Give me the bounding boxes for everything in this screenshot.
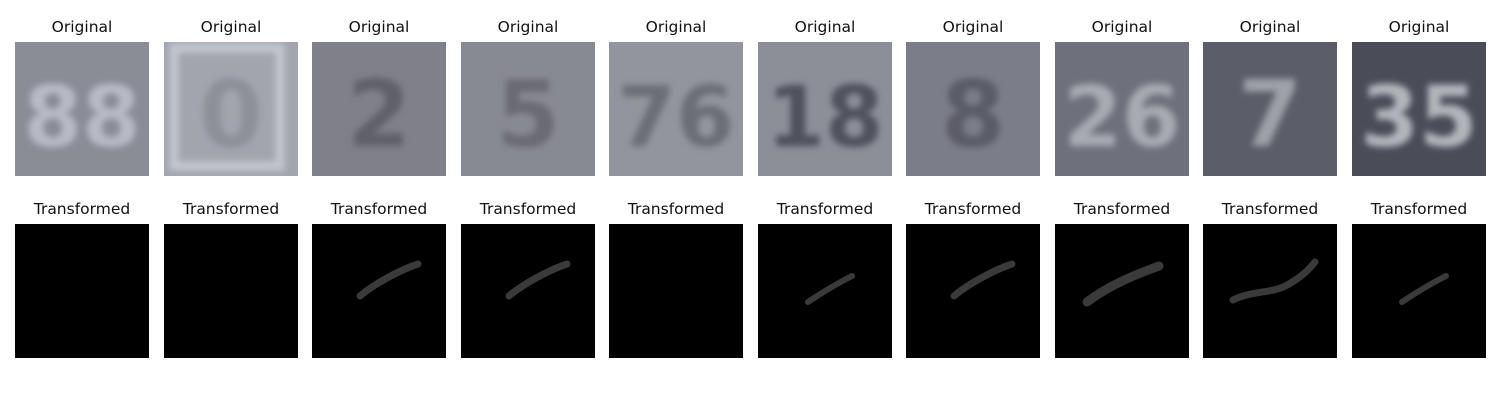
panel-title: Transformed bbox=[776, 200, 874, 218]
panel-title: Transformed bbox=[1370, 200, 1468, 218]
panel-title: Transformed bbox=[182, 200, 280, 218]
house-number-digits: 88 bbox=[24, 68, 141, 166]
plate-frame bbox=[169, 43, 285, 171]
image-background bbox=[15, 224, 149, 358]
house-number-digits: 0 bbox=[199, 61, 263, 168]
panel-title: Transformed bbox=[330, 200, 428, 218]
transformed-stroke bbox=[1229, 258, 1319, 304]
image-background bbox=[609, 42, 743, 176]
panel-title: Original bbox=[794, 18, 856, 36]
transformed-image bbox=[1055, 224, 1189, 358]
image-background bbox=[609, 224, 743, 358]
transformed-image bbox=[758, 224, 892, 358]
panel-title: Original bbox=[200, 18, 262, 36]
image-background bbox=[461, 42, 595, 176]
panel-title: Original bbox=[497, 18, 559, 36]
original-image: 2 bbox=[312, 42, 446, 176]
image-background bbox=[312, 42, 446, 176]
image-background bbox=[1055, 42, 1189, 176]
image-background bbox=[906, 42, 1040, 176]
original-image: 26 bbox=[1055, 42, 1189, 176]
panel-title: Original bbox=[1091, 18, 1153, 36]
transformed-stroke bbox=[1082, 261, 1164, 307]
panel-title: Transformed bbox=[33, 200, 131, 218]
panel-title: Transformed bbox=[1221, 200, 1319, 218]
original-image: 35 bbox=[1352, 42, 1486, 176]
panel-title: Transformed bbox=[924, 200, 1022, 218]
image-background bbox=[164, 224, 298, 358]
image-background bbox=[758, 42, 892, 176]
panel-title: Original bbox=[1239, 18, 1301, 36]
transformed-image bbox=[461, 224, 595, 358]
transformed-stroke bbox=[950, 260, 1016, 300]
house-number-digits: 18 bbox=[767, 68, 884, 166]
original-image: 7 bbox=[1203, 42, 1337, 176]
transformed-stroke bbox=[356, 260, 422, 300]
house-number-digits: 2 bbox=[347, 61, 411, 168]
image-background bbox=[906, 224, 1040, 358]
original-image: 8 bbox=[906, 42, 1040, 176]
transformed-image bbox=[906, 224, 1040, 358]
transformed-image bbox=[1352, 224, 1486, 358]
image-background bbox=[1055, 224, 1189, 358]
panel-title: Transformed bbox=[627, 200, 725, 218]
house-number-digits: 26 bbox=[1064, 68, 1181, 166]
panel-title: Original bbox=[942, 18, 1004, 36]
panel-title: Original bbox=[348, 18, 410, 36]
transformed-stroke bbox=[1399, 273, 1449, 305]
original-image: 88 bbox=[15, 42, 149, 176]
image-background bbox=[1203, 42, 1337, 176]
transformed-stroke bbox=[505, 260, 571, 300]
transformed-image bbox=[164, 224, 298, 358]
transformed-image bbox=[15, 224, 149, 358]
image-background bbox=[461, 224, 595, 358]
transformed-image bbox=[312, 224, 446, 358]
house-number-digits: 76 bbox=[618, 68, 735, 166]
original-image: 5 bbox=[461, 42, 595, 176]
panel-title: Original bbox=[1388, 18, 1450, 36]
house-number-digits: 8 bbox=[941, 61, 1005, 168]
panel-title: Transformed bbox=[479, 200, 577, 218]
house-number-digits: 35 bbox=[1361, 68, 1478, 166]
house-number-digits: 7 bbox=[1238, 61, 1302, 168]
image-background bbox=[15, 42, 149, 176]
transformed-image bbox=[1203, 224, 1337, 358]
panel-title: Transformed bbox=[1073, 200, 1171, 218]
image-background bbox=[1352, 42, 1486, 176]
panel-title: Original bbox=[645, 18, 707, 36]
house-number-digits: 5 bbox=[496, 61, 560, 168]
image-background bbox=[312, 224, 446, 358]
panel-title: Original bbox=[51, 18, 113, 36]
transformed-stroke bbox=[805, 273, 855, 305]
original-image: 76 bbox=[609, 42, 743, 176]
transformed-image bbox=[609, 224, 743, 358]
original-image: 0 bbox=[164, 42, 298, 176]
original-image: 18 bbox=[758, 42, 892, 176]
